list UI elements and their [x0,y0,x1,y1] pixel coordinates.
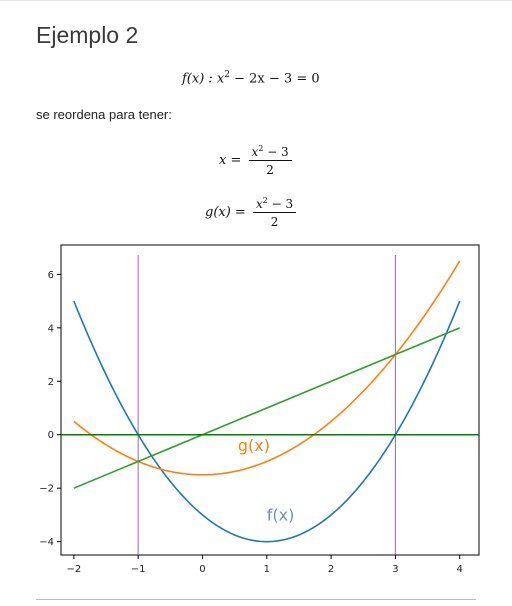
y-tick-label: 6 [48,270,54,281]
equation-f: f(x) : x2 − 2x − 3 = 0 [182,70,320,86]
plot-layer: −2 −1 0 1 2 3 4 −4 −2 0 2 4 6 g(x) f(x) [39,255,479,575]
plot-frame [60,244,480,556]
x-tick-label: 0 [199,564,205,575]
y-tick-label: 0 [48,430,54,441]
equation-x-fraction: x2 − 3 2 [248,144,292,177]
equation-x-lhs: x = [219,153,242,168]
x-tick-label: 1 [264,564,270,575]
series-line-2 [73,327,461,489]
x-tick-label: 2 [328,564,334,575]
section-heading: Ejemplo 2 [36,22,139,48]
x-tick-label: 3 [392,564,398,575]
x-tick-label: 4 [457,564,463,575]
y-tick-label: −2 [39,484,54,495]
equation-f-exponent: 2 [224,70,230,80]
y-tick-label: −4 [39,537,54,548]
bottom-divider [36,599,476,600]
equation-x: x = x2 − 3 2 [219,144,295,177]
annotation-0: g(x) [238,436,270,455]
y-tick-label: 4 [48,323,54,334]
equation-g: g(x) = x2 − 3 2 [205,196,299,229]
y-tick-label: 2 [48,377,54,388]
equation-g-fraction: x2 − 3 2 [252,196,297,229]
paragraph-text: se reordena para tener: [36,107,172,122]
x-tick-label: −2 [66,564,81,575]
top-divider [0,0,512,1]
x-tick-label: −1 [131,564,146,575]
annotation-1: f(x) [267,505,295,524]
equation-g-lhs: g(x) = [205,205,246,220]
equation-f-rhs: − 2x − 3 = 0 [230,71,320,87]
equation-f-lhs: f(x) : x [182,71,225,87]
